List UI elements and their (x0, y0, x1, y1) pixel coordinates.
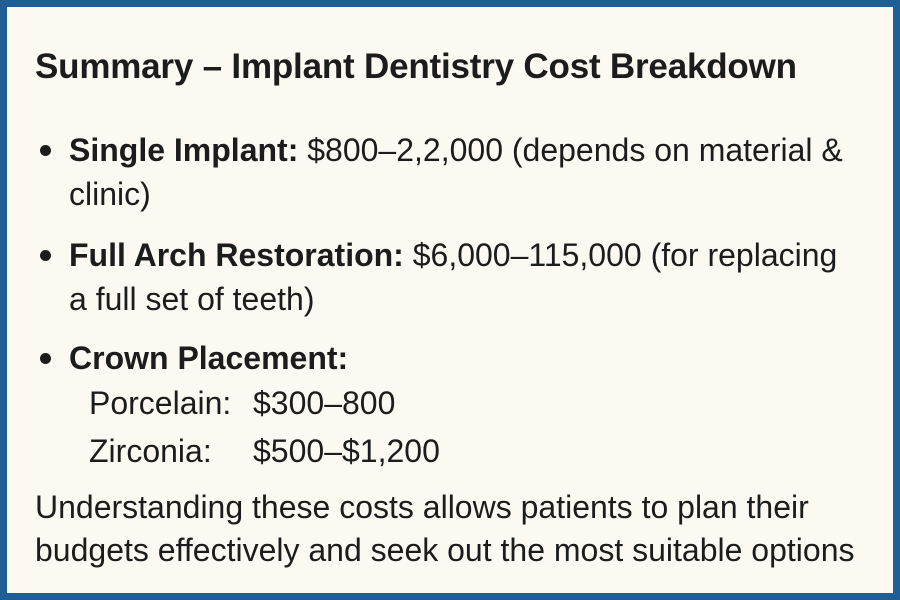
bullet-icon (40, 145, 51, 156)
crown-option-price: $300–800 (253, 385, 396, 421)
item-label: Crown Placement: (69, 340, 349, 376)
bullet-icon (40, 353, 51, 364)
crown-option-name: Porcelain: (89, 385, 232, 421)
item-description: $6,000–115,000 (for replacing a full set… (69, 237, 838, 317)
crown-option-name: Zirconia: (89, 433, 212, 469)
page-title: Summary – Implant Dentistry Cost Breakdo… (35, 47, 797, 86)
item-label: Single Implant: (69, 132, 299, 168)
summary-footer-text: Understanding these costs allows patient… (35, 489, 855, 568)
crown-option-price: $500–$1,200 (253, 433, 440, 469)
item-text: Single Implant: $800–2,2,000 (depends on… (69, 128, 853, 216)
item-text: Crown Placement: (69, 336, 853, 380)
item-label: Full Arch Restoration: (69, 237, 404, 273)
item-description: $800–2,2,000 (depends on material & clin… (69, 132, 843, 212)
item-text: Full Arch Restoration: $6,000–115,000 (f… (69, 233, 853, 321)
bullet-icon (40, 250, 51, 261)
